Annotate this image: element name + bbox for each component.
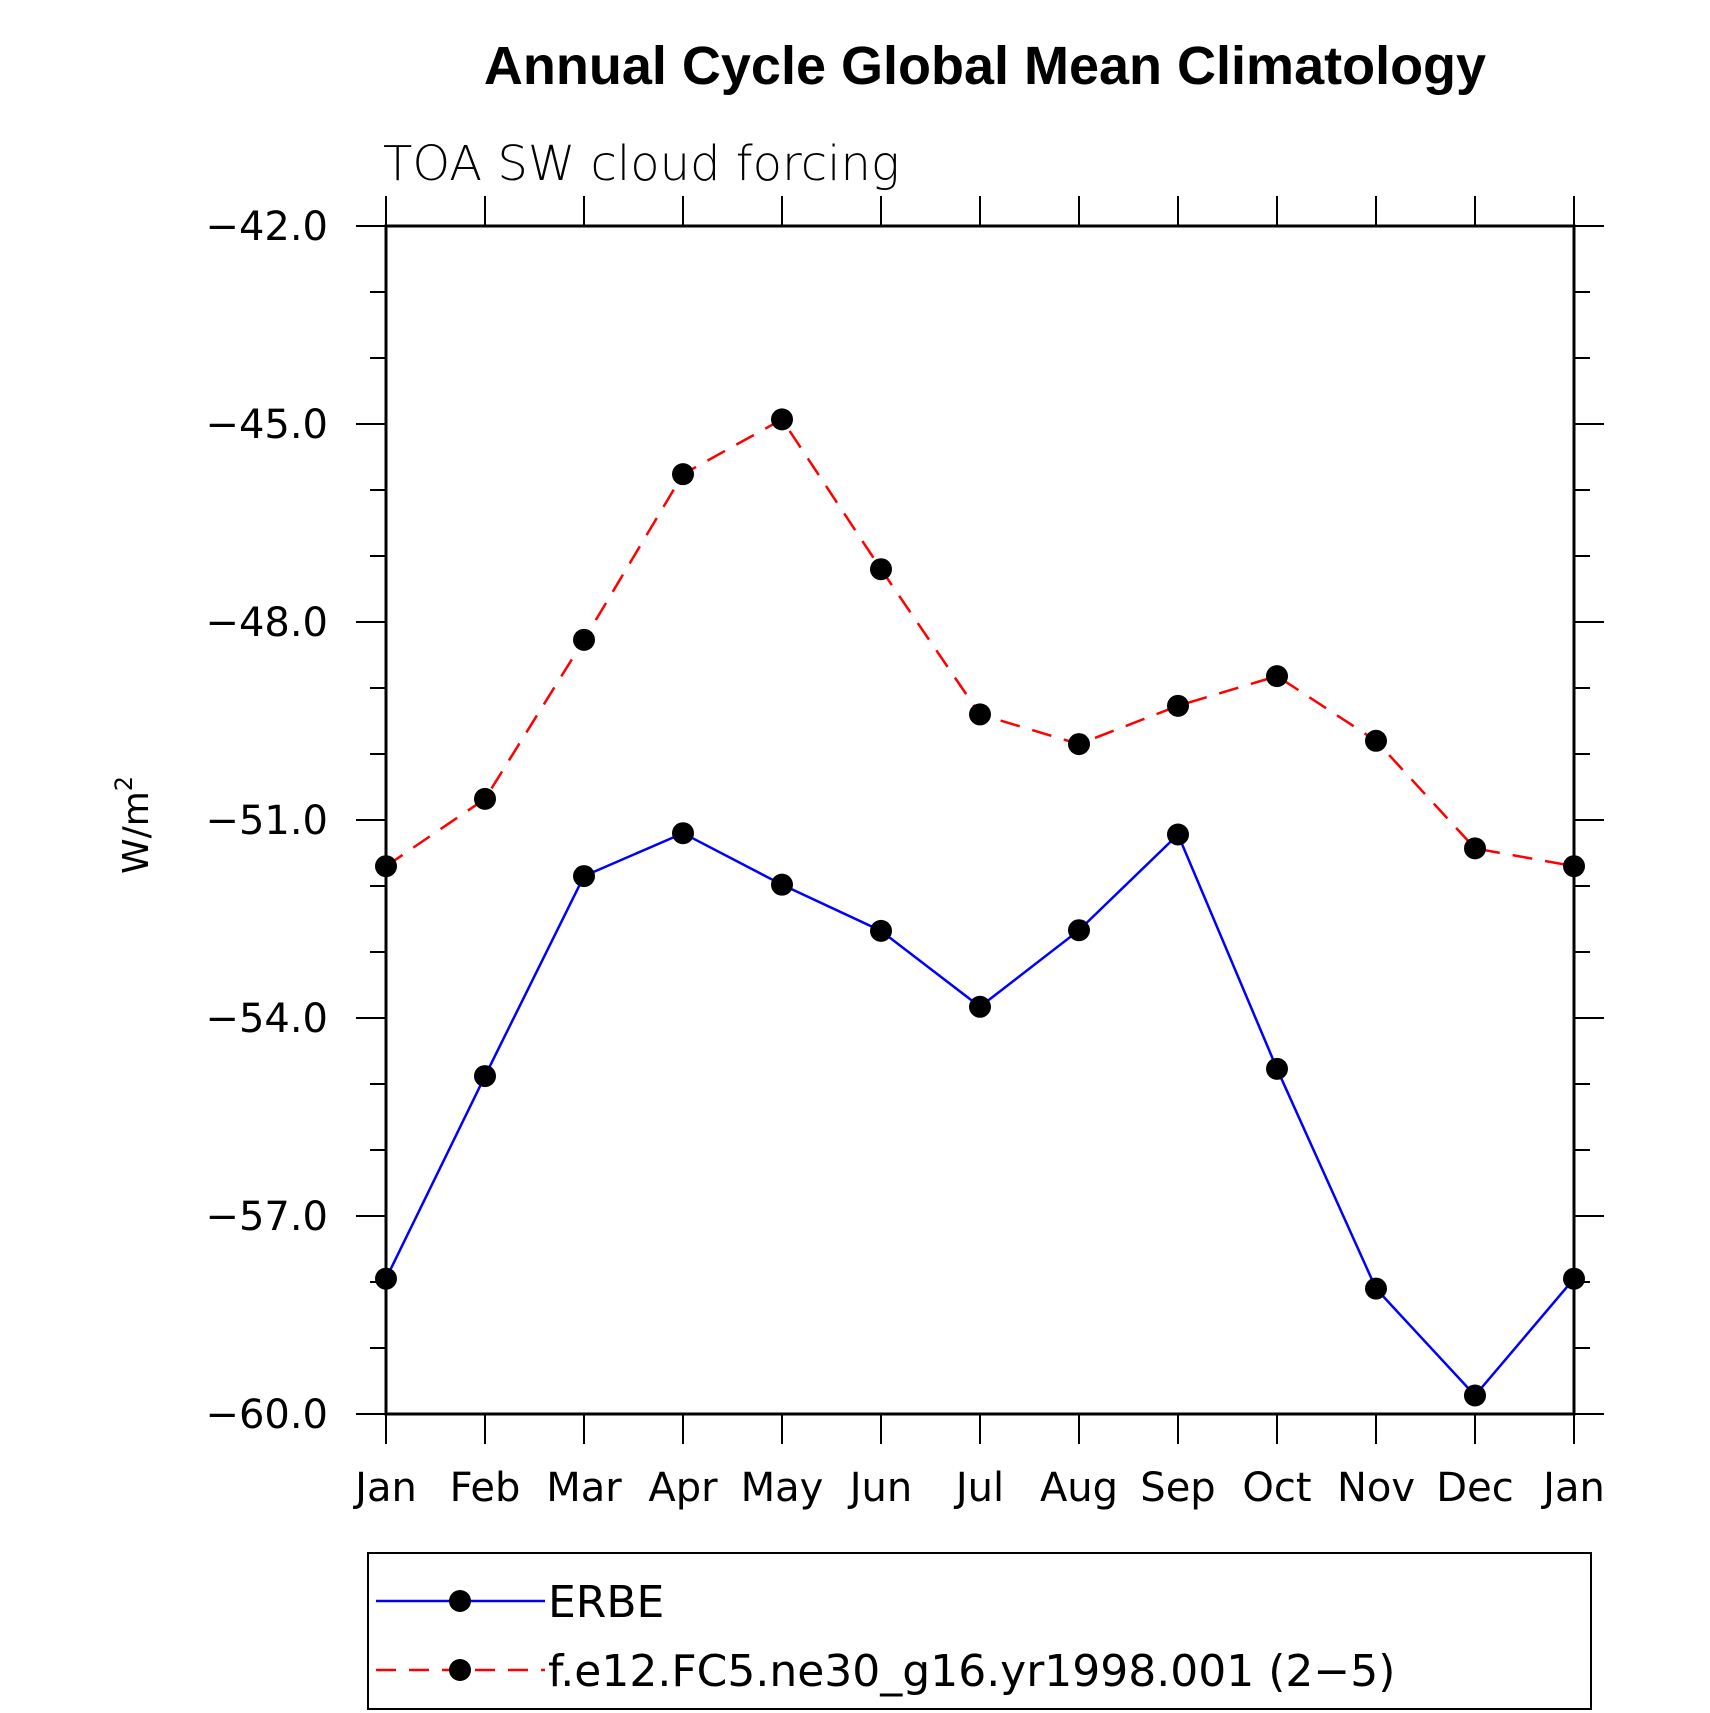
data-point-series-2 xyxy=(375,855,397,878)
x-tick-label: Jan xyxy=(1540,1465,1605,1511)
x-tick-label: Mar xyxy=(546,1465,622,1511)
legend-box xyxy=(367,1552,1592,1710)
series-line-2 xyxy=(385,417,1575,868)
data-point-series-1 xyxy=(969,995,991,1018)
data-point-series-2 xyxy=(1464,837,1486,860)
data-point-series-1 xyxy=(1563,1267,1585,1290)
series-layer xyxy=(375,408,1585,1407)
legend-marker-2 xyxy=(449,1659,471,1681)
series-line-1 xyxy=(384,831,1575,1398)
data-point-series-2 xyxy=(1167,694,1189,717)
data-point-series-2 xyxy=(1563,855,1585,878)
data-point-series-1 xyxy=(672,822,694,845)
y-tick-label: −51.0 xyxy=(205,798,328,844)
data-point-series-2 xyxy=(573,628,595,651)
x-tick-label: Jan xyxy=(352,1465,417,1511)
y-tick-label: −48.0 xyxy=(205,600,328,646)
y-tick-label: −54.0 xyxy=(205,996,328,1042)
x-tick-label: Oct xyxy=(1242,1465,1311,1511)
x-tick-label: Nov xyxy=(1337,1465,1415,1511)
data-point-series-1 xyxy=(573,865,595,888)
x-tick-label: Jun xyxy=(847,1465,913,1511)
x-tick-label: Dec xyxy=(1436,1465,1513,1511)
x-tick-label: Feb xyxy=(450,1465,521,1511)
x-tick-label: Jul xyxy=(953,1465,1004,1511)
data-point-series-2 xyxy=(1365,729,1387,752)
y-axis-label: W/m2 xyxy=(110,776,157,874)
data-point-series-1 xyxy=(474,1065,496,1088)
data-point-series-2 xyxy=(1068,733,1090,756)
data-point-series-1 xyxy=(1365,1277,1387,1300)
x-tick-label: May xyxy=(741,1465,824,1511)
chart-title: Annual Cycle Global Mean Climatology xyxy=(484,36,1486,96)
y-tick-label: −45.0 xyxy=(205,402,328,448)
y-tick-label: −42.0 xyxy=(205,204,328,250)
data-point-series-1 xyxy=(771,873,793,896)
x-tick-label: Aug xyxy=(1040,1465,1118,1511)
data-point-series-2 xyxy=(1266,665,1288,688)
chart-subtitle: TOA SW cloud forcing xyxy=(383,136,900,192)
data-point-series-2 xyxy=(870,558,892,581)
y-tick-label: −60.0 xyxy=(205,1392,328,1438)
legend: ERBE f.e12.FC5.ne30_g16.yr1998.001 (2−5) xyxy=(367,1552,1592,1710)
data-point-series-1 xyxy=(1068,919,1090,942)
data-point-series-1 xyxy=(1266,1057,1288,1080)
x-tick-label: Apr xyxy=(648,1465,718,1511)
y-tick-label: −57.0 xyxy=(205,1194,328,1240)
data-point-series-2 xyxy=(474,787,496,810)
y-axis-label-text: W/m xyxy=(116,791,157,874)
legend-label-2: f.e12.FC5.ne30_g16.yr1998.001 (2−5) xyxy=(548,1646,1395,1697)
legend-marker-1 xyxy=(449,1590,471,1612)
y-axis-label-superscript: 2 xyxy=(110,776,138,791)
data-point-series-2 xyxy=(969,703,991,726)
data-point-series-1 xyxy=(1167,823,1189,846)
data-point-series-1 xyxy=(375,1267,397,1290)
x-axis-ticks: Jan Feb Mar Apr May Jun Jul Aug Sep Oct Nov Dec Jan xyxy=(352,196,1605,1511)
data-point-series-2 xyxy=(672,463,694,486)
x-tick-label: Sep xyxy=(1140,1465,1215,1511)
data-point-series-1 xyxy=(1464,1384,1486,1407)
y-axis-ticks: −42.0 −45.0 −48.0 −51.0 −54.0 −57.0 −60.0 xyxy=(205,204,1604,1438)
plot-frame xyxy=(384,224,1576,1416)
data-point-series-2 xyxy=(771,408,793,431)
legend-label-1: ERBE xyxy=(548,1577,664,1628)
data-point-series-1 xyxy=(870,919,892,942)
